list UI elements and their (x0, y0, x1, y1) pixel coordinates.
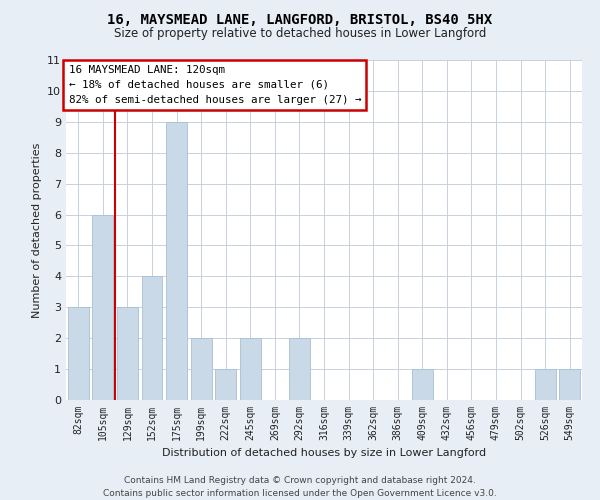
Bar (191, 338, 212, 400)
Bar (117, 308, 138, 400)
Bar (559, 369, 580, 400)
Bar (166, 122, 187, 400)
Bar (92, 214, 113, 400)
Text: 16, MAYSMEAD LANE, LANGFORD, BRISTOL, BS40 5HX: 16, MAYSMEAD LANE, LANGFORD, BRISTOL, BS… (107, 12, 493, 26)
Bar (535, 369, 556, 400)
Text: 16 MAYSMEAD LANE: 120sqm
← 18% of detached houses are smaller (6)
82% of semi-de: 16 MAYSMEAD LANE: 120sqm ← 18% of detach… (68, 65, 361, 104)
Bar (68, 308, 89, 400)
Bar (215, 369, 236, 400)
Bar (412, 369, 433, 400)
Bar (142, 276, 163, 400)
Bar (289, 338, 310, 400)
Bar (240, 338, 261, 400)
Text: Size of property relative to detached houses in Lower Langford: Size of property relative to detached ho… (114, 28, 486, 40)
Text: Contains HM Land Registry data © Crown copyright and database right 2024.
Contai: Contains HM Land Registry data © Crown c… (103, 476, 497, 498)
Y-axis label: Number of detached properties: Number of detached properties (32, 142, 41, 318)
X-axis label: Distribution of detached houses by size in Lower Langford: Distribution of detached houses by size … (162, 448, 486, 458)
